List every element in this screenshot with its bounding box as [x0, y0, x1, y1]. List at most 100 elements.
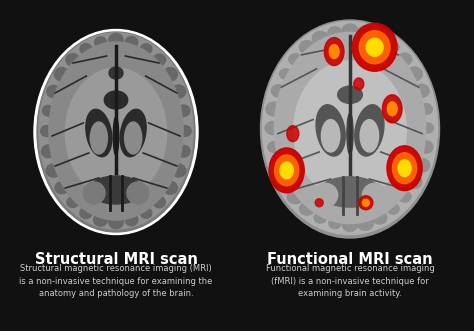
Ellipse shape: [109, 33, 123, 47]
Ellipse shape: [125, 214, 138, 226]
Ellipse shape: [362, 199, 369, 206]
Ellipse shape: [413, 158, 429, 172]
Text: Structural magnetic resonance imaging (MRI)
is a non-invasive technique for exam: Structural magnetic resonance imaging (M…: [19, 264, 213, 298]
Ellipse shape: [316, 105, 345, 156]
Ellipse shape: [140, 44, 152, 54]
Ellipse shape: [104, 91, 128, 109]
Ellipse shape: [392, 153, 417, 184]
Ellipse shape: [362, 183, 387, 207]
Ellipse shape: [383, 95, 402, 123]
Ellipse shape: [89, 176, 143, 204]
Ellipse shape: [280, 162, 293, 179]
Ellipse shape: [125, 122, 142, 154]
Ellipse shape: [125, 36, 138, 48]
Ellipse shape: [65, 68, 167, 198]
Ellipse shape: [357, 216, 373, 230]
Ellipse shape: [373, 212, 387, 224]
Ellipse shape: [313, 183, 337, 207]
Ellipse shape: [163, 68, 177, 81]
Ellipse shape: [329, 45, 339, 59]
Ellipse shape: [315, 199, 323, 207]
Ellipse shape: [387, 42, 399, 52]
Ellipse shape: [347, 113, 353, 154]
Ellipse shape: [67, 197, 79, 208]
Text: Functional MRI scan: Functional MRI scan: [267, 252, 433, 267]
Ellipse shape: [80, 208, 92, 218]
Ellipse shape: [274, 32, 426, 223]
Ellipse shape: [37, 32, 195, 232]
Ellipse shape: [109, 215, 123, 229]
Ellipse shape: [294, 61, 406, 199]
Ellipse shape: [265, 121, 280, 134]
Ellipse shape: [90, 122, 108, 154]
Ellipse shape: [43, 105, 54, 116]
Ellipse shape: [127, 182, 149, 204]
Ellipse shape: [66, 54, 80, 66]
Ellipse shape: [312, 31, 328, 45]
Ellipse shape: [352, 23, 397, 71]
Ellipse shape: [419, 104, 432, 115]
Ellipse shape: [39, 33, 193, 229]
Ellipse shape: [359, 31, 390, 64]
Ellipse shape: [399, 191, 411, 202]
Ellipse shape: [300, 203, 314, 215]
Ellipse shape: [140, 208, 152, 218]
Ellipse shape: [355, 105, 384, 156]
Ellipse shape: [273, 160, 284, 170]
Ellipse shape: [172, 85, 186, 98]
Ellipse shape: [387, 146, 422, 191]
Ellipse shape: [83, 182, 105, 204]
Ellipse shape: [263, 22, 438, 234]
Ellipse shape: [34, 29, 198, 234]
Ellipse shape: [419, 141, 433, 153]
Ellipse shape: [387, 102, 397, 116]
Ellipse shape: [398, 160, 411, 177]
Text: Structural MRI scan: Structural MRI scan: [35, 252, 198, 267]
Ellipse shape: [280, 69, 292, 79]
Ellipse shape: [337, 86, 362, 103]
Ellipse shape: [95, 37, 107, 48]
Ellipse shape: [269, 148, 304, 193]
Ellipse shape: [387, 204, 399, 214]
Ellipse shape: [328, 27, 342, 39]
Ellipse shape: [266, 102, 282, 116]
Ellipse shape: [289, 54, 301, 65]
Ellipse shape: [171, 164, 186, 177]
Ellipse shape: [177, 145, 190, 157]
Ellipse shape: [80, 44, 92, 54]
Ellipse shape: [398, 53, 412, 65]
Ellipse shape: [274, 155, 299, 186]
Ellipse shape: [261, 20, 439, 238]
Ellipse shape: [359, 196, 373, 210]
Ellipse shape: [406, 67, 422, 81]
Ellipse shape: [93, 213, 108, 226]
Ellipse shape: [360, 119, 379, 152]
Ellipse shape: [86, 109, 112, 157]
Ellipse shape: [343, 219, 357, 231]
Ellipse shape: [55, 68, 69, 81]
Ellipse shape: [407, 176, 422, 188]
Ellipse shape: [414, 84, 429, 97]
Ellipse shape: [46, 164, 61, 177]
Ellipse shape: [180, 126, 191, 136]
Ellipse shape: [272, 85, 285, 97]
Ellipse shape: [324, 37, 344, 66]
Ellipse shape: [120, 109, 146, 157]
Ellipse shape: [314, 213, 327, 223]
Ellipse shape: [354, 78, 364, 90]
Ellipse shape: [300, 41, 315, 54]
Ellipse shape: [153, 54, 165, 66]
Ellipse shape: [49, 42, 183, 220]
Ellipse shape: [287, 126, 299, 142]
Ellipse shape: [421, 123, 434, 133]
Ellipse shape: [319, 177, 381, 207]
Ellipse shape: [321, 119, 340, 152]
Ellipse shape: [113, 117, 118, 155]
Ellipse shape: [47, 85, 60, 98]
Ellipse shape: [177, 105, 190, 117]
Ellipse shape: [373, 33, 386, 44]
Ellipse shape: [153, 197, 165, 208]
Ellipse shape: [41, 145, 55, 158]
Ellipse shape: [163, 181, 177, 194]
Ellipse shape: [342, 24, 358, 38]
